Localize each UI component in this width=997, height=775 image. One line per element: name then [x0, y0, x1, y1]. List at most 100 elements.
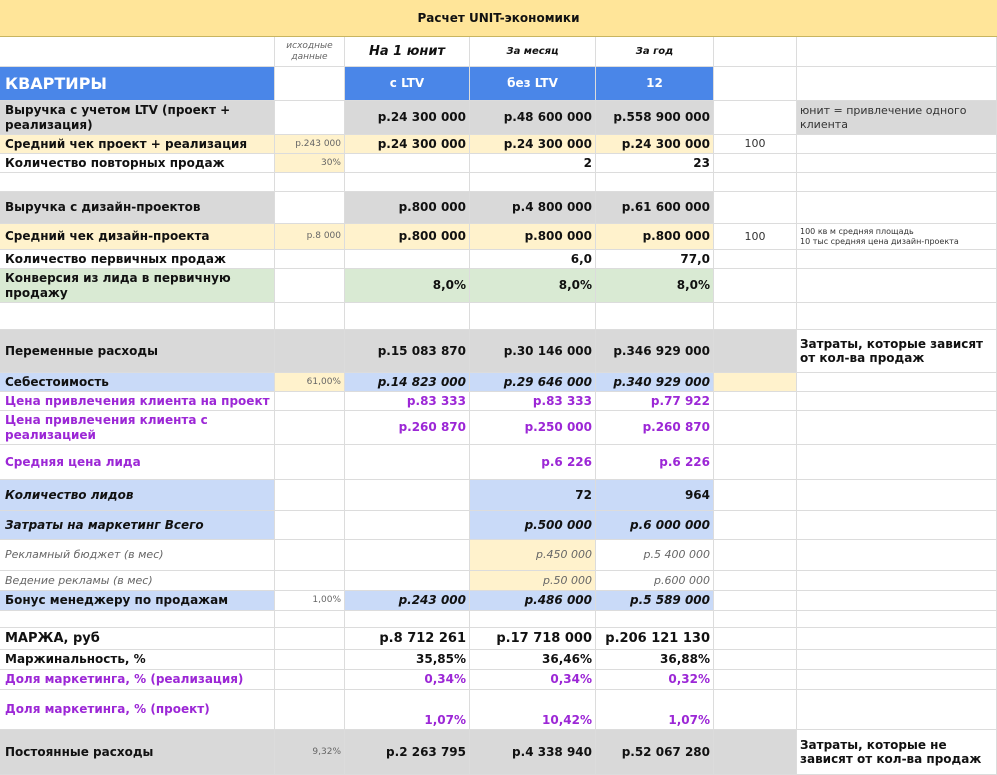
table-cell: Затраты, которые зависят от кол-ва прода… — [797, 330, 997, 373]
table-cell — [797, 173, 997, 192]
table-cell: Переменные расходы — [0, 330, 275, 373]
cell-text: КВАРТИРЫ — [5, 73, 107, 93]
table-cell — [275, 571, 345, 591]
table-cell: р.61 600 000 — [596, 192, 714, 224]
table-cell: р.500 000 — [470, 511, 596, 540]
table-cell — [275, 330, 345, 373]
table-cell — [275, 250, 345, 269]
cell-text: 2 — [583, 155, 592, 170]
table-cell — [714, 445, 797, 480]
table-cell — [470, 303, 596, 330]
cell-text: Постоянные расходы — [5, 744, 154, 759]
table-cell — [714, 154, 797, 173]
table-cell: р.6 000 000 — [596, 511, 714, 540]
table-cell — [275, 445, 345, 480]
cell-text: р.2 263 795 — [386, 744, 466, 759]
table-cell: 8,0% — [345, 269, 470, 303]
cell-text: Доля маркетинга, % (реализация) — [5, 672, 244, 687]
cell-text: р.486 000 — [524, 593, 592, 608]
table-cell — [275, 540, 345, 571]
cell-text: Затраты, которые не зависят от кол-ва пр… — [800, 737, 982, 766]
table-cell — [275, 411, 345, 445]
cell-text: 23 — [693, 155, 710, 170]
table-cell: 9,32% — [275, 730, 345, 775]
table-cell: р.6 226 — [596, 445, 714, 480]
cell-text: Средний чек дизайн-проекта — [5, 229, 210, 244]
table-cell — [714, 690, 797, 730]
cell-text: р.206 121 130 — [605, 630, 710, 646]
table-cell — [797, 373, 997, 392]
table-cell — [0, 611, 275, 628]
table-cell — [275, 101, 345, 135]
cell-text: 0,34% — [424, 672, 466, 687]
cell-text: Переменные расходы — [5, 343, 158, 358]
table-cell — [0, 173, 275, 192]
table-cell: Рекламный бюджет (в мес) — [0, 540, 275, 571]
table-cell — [797, 690, 997, 730]
table-cell: р.24 300 000 — [470, 135, 596, 154]
cell-text: р.50 000 — [543, 573, 592, 587]
table-cell — [797, 571, 997, 591]
table-cell — [714, 730, 797, 775]
table-cell: р.15 083 870 — [345, 330, 470, 373]
cell-text: Количество повторных продаж — [5, 155, 225, 170]
table-cell: р.14 823 000 — [345, 373, 470, 392]
cell-text: Рекламный бюджет (в мес) — [5, 548, 164, 562]
cell-text: За год — [635, 45, 674, 57]
table-cell: р.50 000 — [470, 571, 596, 591]
table-cell — [714, 373, 797, 392]
table-cell — [797, 67, 997, 101]
table-cell: 0,34% — [470, 670, 596, 690]
table-cell: р.48 600 000 — [470, 101, 596, 135]
table-cell — [797, 192, 997, 224]
table-cell: Выручка с дизайн-проектов — [0, 192, 275, 224]
table-cell: р.29 646 000 — [470, 373, 596, 392]
table-cell: Выручка с учетом LTV (проект + реализаци… — [0, 101, 275, 135]
cell-text: р.800 000 — [398, 200, 466, 215]
cell-text: р.4 800 000 — [512, 200, 592, 215]
table-cell — [714, 540, 797, 571]
cell-text: 1,07% — [668, 712, 710, 727]
cell-text: 35,85% — [416, 652, 466, 667]
table-cell — [797, 37, 997, 67]
cell-text: Маржинальность, % — [5, 652, 146, 667]
table-cell: 0,34% — [345, 670, 470, 690]
table-cell — [596, 303, 714, 330]
table-cell: 35,85% — [345, 650, 470, 670]
cell-text: р.24 300 000 — [503, 136, 592, 151]
table-cell — [714, 192, 797, 224]
table-cell: р.4 800 000 — [470, 192, 596, 224]
table-cell — [275, 67, 345, 101]
cell-text: р.8 712 261 — [379, 630, 466, 646]
cell-text: 30% — [320, 157, 341, 168]
cell-text: 100 — [744, 137, 766, 151]
table-cell — [797, 411, 997, 445]
cell-text: р.6 000 000 — [630, 517, 710, 532]
table-cell: 1,00% — [275, 591, 345, 611]
table-cell — [275, 611, 345, 628]
table-cell: р.250 000 — [470, 411, 596, 445]
table-cell — [714, 101, 797, 135]
table-cell — [345, 511, 470, 540]
cell-text: 9,32% — [312, 746, 341, 757]
table-cell — [345, 571, 470, 591]
table-cell: 10,42% — [470, 690, 596, 730]
table-cell: р.558 900 000 — [596, 101, 714, 135]
cell-text: с LTV — [389, 76, 425, 91]
cell-text: 72 — [575, 487, 592, 502]
cell-text: р.17 718 000 — [496, 630, 592, 646]
table-cell: За месяц — [470, 37, 596, 67]
table-cell: р.6 226 — [470, 445, 596, 480]
table-cell — [275, 392, 345, 411]
table-cell: р.30 146 000 — [470, 330, 596, 373]
table-cell: Цена привлечения клиента на проект — [0, 392, 275, 411]
table-cell — [275, 269, 345, 303]
cell-text: р.260 870 — [398, 420, 466, 435]
table-cell: р.600 000 — [596, 571, 714, 591]
table-cell: КВАРТИРЫ — [0, 67, 275, 101]
table-cell: 61,00% — [275, 373, 345, 392]
table-cell — [797, 591, 997, 611]
table-cell: р.24 300 000 — [345, 101, 470, 135]
cell-text: 6,0 — [570, 251, 592, 266]
